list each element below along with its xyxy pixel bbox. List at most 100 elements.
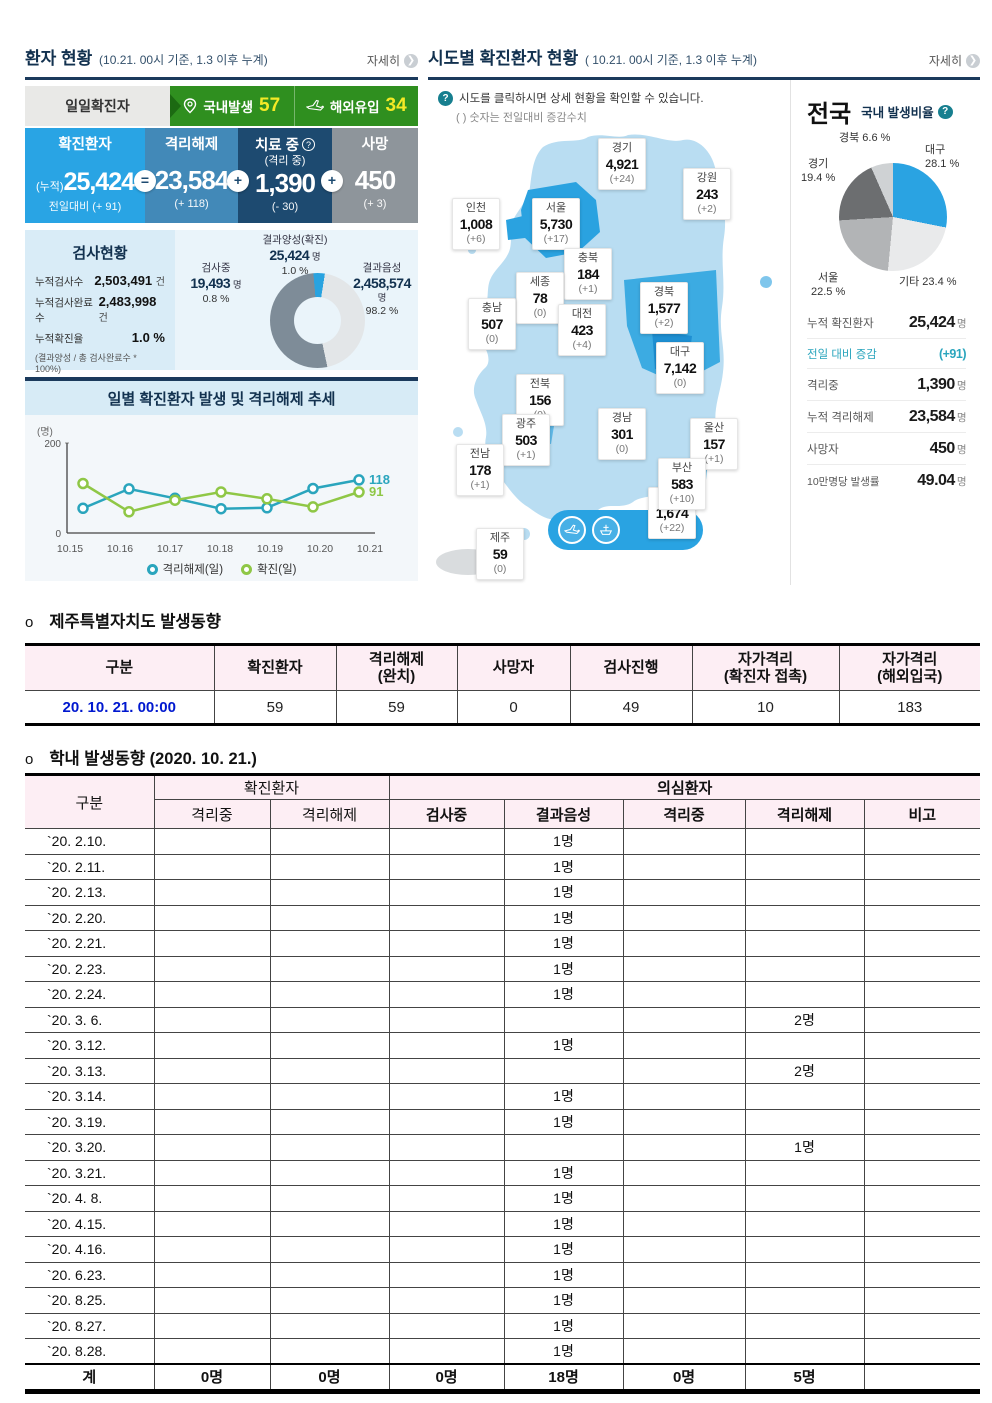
school-value-cell <box>269 1236 390 1263</box>
jeju-table-data-row: 20. 10. 21. 00:00 59 59 0 49 10 183 <box>25 690 980 725</box>
school-value-cell <box>153 1159 271 1186</box>
school-value-cell <box>863 1032 981 1059</box>
school-table-row: `20. 2.11. 1명 <box>25 853 981 880</box>
region-box-대구[interactable]: 대구 7,142 (0) <box>656 342 704 395</box>
school-subheader-cell: 격리중 <box>622 799 746 829</box>
school-value-cell <box>388 1057 505 1084</box>
chevron-right-icon: ❯ <box>966 53 980 68</box>
school-value-cell <box>388 879 505 906</box>
school-value-cell <box>388 1312 505 1339</box>
school-value-cell: 1명 <box>744 1134 865 1161</box>
patient-status-detail-link[interactable]: 자세히 ❯ <box>367 52 418 69</box>
school-value-cell <box>388 981 505 1008</box>
jeju-date-cell: 20. 10. 21. 00:00 <box>25 690 215 725</box>
school-value-cell <box>744 1210 865 1237</box>
map-help-text: ? 시도를 클릭하시면 상세 현황을 확인할 수 있습니다. <box>438 90 790 106</box>
region-box-경기[interactable]: 경기 4,921 (+24) <box>598 138 646 191</box>
school-total-value-cell: 0명 <box>153 1363 271 1392</box>
region-box-충남[interactable]: 충남 507 (0) <box>468 298 516 351</box>
domestic-cases: 국내발생 57 <box>170 86 294 126</box>
school-value-cell: 1명 <box>503 955 624 982</box>
region-delta: (+1) <box>704 453 724 466</box>
region-value: 184 <box>577 266 599 283</box>
region-box-울산[interactable]: 울산 157 (+1) <box>690 418 738 471</box>
jeju-section-title: o 제주특별자치도 발생동향 <box>25 613 221 631</box>
region-box-경북[interactable]: 경북 1,577 (+2) <box>640 282 688 335</box>
school-date-cell: `20. 3.19. <box>25 1108 155 1135</box>
in-treatment-card: 치료 중? (격리 중) 1,390 (- 30) <box>238 128 332 223</box>
confirmed-card-delta: 전일대비 (+ 91) <box>48 201 122 214</box>
test-status-section: 검사현황 누적검사수 2,503,491 건 누적검사완료수 2,483,998… <box>25 230 418 374</box>
pie-label-gyeonggi: 경기 19.4 % <box>801 158 836 185</box>
school-value-cell <box>622 879 746 906</box>
school-value-cell: 1명 <box>503 1159 624 1186</box>
school-total-label-cell: 계 <box>25 1363 155 1392</box>
school-value-cell <box>863 1210 981 1237</box>
school-total-value-cell: 5명 <box>744 1363 865 1392</box>
school-value-cell <box>153 828 271 855</box>
released-card: 격리해제 23,584 (+ 118) <box>145 128 238 223</box>
school-value-cell: 1명 <box>503 1261 624 1288</box>
map-help-note: ( ) 숫자는 전일대비 증감수치 <box>456 112 587 124</box>
stat-cumulative-confirmed: 누적 확진환자 25,424 명 <box>807 307 967 339</box>
region-delta: (+2) <box>697 203 717 216</box>
incheon-region[interactable] <box>506 216 525 240</box>
tab-daily-confirmed[interactable]: 일일확진자 <box>25 86 181 126</box>
school-date-cell: `20. 8.27. <box>25 1312 155 1339</box>
school-value-cell <box>622 930 746 957</box>
school-table-row: `20. 4. 8. 1명 <box>25 1185 981 1212</box>
region-name: 전북 <box>529 378 551 390</box>
region-value: 423 <box>571 322 593 339</box>
region-box-세종[interactable]: 세종 78 (0) <box>516 272 564 325</box>
national-title: 전국 <box>807 101 852 128</box>
region-box-부산[interactable]: 부산 583 (+10) <box>658 458 706 511</box>
help-icon[interactable]: ? <box>302 138 316 151</box>
school-date-cell: `20. 8.28. <box>25 1338 155 1365</box>
help-icon[interactable]: ? <box>438 90 453 106</box>
school-value-cell <box>503 1006 624 1033</box>
region-box-대전[interactable]: 대전 423 (+4) <box>558 304 606 357</box>
region-box-인천[interactable]: 인천 1,008 (+6) <box>452 198 500 251</box>
school-date-cell: `20. 3. 6. <box>25 1006 155 1033</box>
school-value-cell <box>269 1210 390 1237</box>
school-value-cell <box>388 1261 505 1288</box>
positive-rate-note: (결과양성 / 총 검사완료수 * 100%) <box>35 353 137 374</box>
x-tick-label: 10.19 <box>256 543 284 555</box>
divider <box>25 377 418 381</box>
school-value-cell <box>863 1261 981 1288</box>
school-value-cell <box>269 879 390 906</box>
region-box-경남[interactable]: 경남 301 (0) <box>598 408 646 461</box>
region-box-전남[interactable]: 전남 178 (+1) <box>456 444 504 497</box>
school-total-value-cell: 18명 <box>503 1363 624 1392</box>
school-value-cell <box>153 1108 271 1135</box>
jeju-released-cell: 59 <box>335 690 458 725</box>
region-name: 대전 <box>571 308 593 320</box>
region-delta: (+1) <box>516 449 536 462</box>
national-stat-list: 누적 확진환자 25,424 명 전일 대비 증감 (+91) 격리중 1,390… <box>807 307 967 496</box>
daily-breakdown: 국내발생 57 해외유입 34 <box>170 86 418 126</box>
school-value-cell <box>622 1185 746 1212</box>
ratio-pie-area: 경북 6.6 % 대구 28.1 % 경기 19.4 % 서울 22.5 % 기타 2… <box>801 132 966 305</box>
chevron-right-icon: ❯ <box>404 53 418 68</box>
region-delta: (+2) <box>654 317 674 330</box>
region-name: 충북 <box>577 252 599 264</box>
help-icon[interactable]: ? <box>937 104 953 119</box>
school-table-row: `20. 6.23. 1명 <box>25 1261 981 1288</box>
imported-label: 해외유입 <box>329 100 380 115</box>
ship-icon <box>592 516 620 544</box>
school-table-row: `20. 3.21. 1명 <box>25 1159 981 1186</box>
confirmed-card-label: 확진환자 <box>58 137 112 153</box>
plus-badge: + <box>321 170 343 192</box>
school-value-cell <box>744 981 865 1008</box>
region-box-충북[interactable]: 충북 184 (+1) <box>564 248 612 301</box>
region-box-강원[interactable]: 강원 243 (+2) <box>683 168 731 221</box>
plus-badge: + <box>227 170 249 192</box>
region-box-서울[interactable]: 서울 5,730 (+17) <box>532 198 580 251</box>
school-table-row: `20. 2.24. 1명 <box>25 981 981 1008</box>
region-box-광주[interactable]: 광주 503 (+1) <box>502 414 550 467</box>
region-box-제주[interactable]: 제주 59 (0) <box>476 528 524 581</box>
summary-cards: 확진환자 (누적)25,424 전일대비 (+ 91) 격리해제 23,584 … <box>25 128 418 223</box>
region-delta: (+6) <box>466 233 486 246</box>
regional-status-detail-link[interactable]: 자세히 ❯ <box>929 52 980 69</box>
school-value-cell <box>388 955 505 982</box>
